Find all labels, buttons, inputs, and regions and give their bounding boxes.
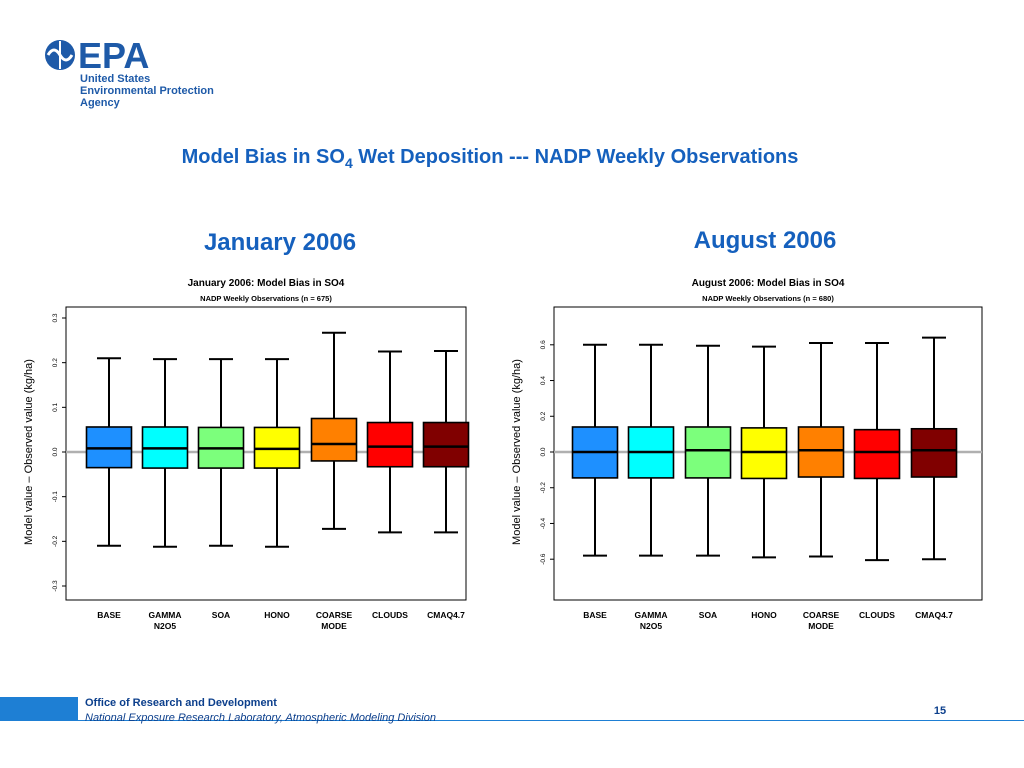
plot-frame — [553, 306, 983, 601]
y-tick-label: 0.4 — [540, 376, 547, 385]
category-label: HONO — [751, 610, 777, 620]
agency-line: Environmental Protection — [80, 85, 214, 97]
box-4 — [310, 417, 358, 462]
category-label: COARSE — [803, 610, 840, 620]
panel-title-january: January 2006 — [203, 229, 357, 256]
category-label: GAMMA — [634, 610, 667, 620]
epa-flower-icon — [45, 40, 75, 70]
panel-title-august: August 2006 — [693, 227, 837, 254]
category-label: BASE — [97, 610, 121, 620]
category-label: CLOUDS — [859, 610, 895, 620]
category-label: N2O5 — [154, 621, 176, 631]
category-label: N2O5 — [640, 621, 662, 631]
category-label: CLOUDS — [372, 610, 408, 620]
category-label: CMAQ4.7 — [915, 610, 953, 620]
footer-accent-bar — [0, 697, 78, 721]
category-label: GAMMA — [148, 610, 181, 620]
agency-line: United States — [80, 73, 151, 85]
y-tick-label: -0.4 — [540, 517, 547, 529]
y-tick-label: 0.0 — [540, 447, 547, 456]
box-5 — [853, 428, 901, 480]
y-tick-label: -0.1 — [52, 491, 59, 503]
epa-logo: EPA — [45, 35, 149, 75]
footer-office: Office of Research and Development — [85, 697, 277, 709]
slide-title-subscript: 4 — [344, 155, 353, 171]
box-6 — [422, 421, 470, 468]
chart-subtitle: NADP Weekly Observations (n = 680) — [702, 294, 834, 303]
footer-divider — [78, 720, 1024, 721]
category-label: SOA — [212, 610, 230, 620]
y-tick-label: -0.2 — [52, 535, 59, 547]
category-label: MODE — [808, 621, 834, 631]
january-boxplot-chart: January 2006: Model Bias in SO4 NADP Week… — [23, 278, 470, 631]
y-tick-label: -0.3 — [52, 580, 59, 592]
box-2 — [684, 426, 732, 479]
chart-title: August 2006: Model Bias in SO4 — [692, 278, 845, 289]
y-tick-label: 0.3 — [52, 313, 59, 322]
chart-title: January 2006: Model Bias in SO4 — [188, 278, 345, 289]
y-axis-label: Model value – Observed value (kg/ha) — [23, 359, 35, 545]
slide-title-main: Model Bias in SO — [181, 146, 345, 168]
y-tick-label: 0.1 — [52, 402, 59, 411]
chart-subtitle: NADP Weekly Observations (n = 675) — [200, 294, 332, 303]
category-label: HONO — [264, 610, 290, 620]
epa-wordmark: EPA — [78, 35, 149, 75]
y-tick-label: -0.6 — [540, 553, 547, 565]
category-label: CMAQ4.7 — [427, 610, 465, 620]
category-label: COARSE — [316, 610, 353, 620]
slide-title-rest: Wet Deposition --- NADP Weekly Observati… — [352, 146, 799, 168]
box-4 — [797, 426, 845, 478]
box-6 — [910, 427, 958, 478]
category-label: BASE — [583, 610, 607, 620]
august-boxplot-chart: August 2006: Model Bias in SO4 NADP Weekl… — [511, 278, 983, 631]
agency-name: United States Environmental Protection A… — [80, 73, 214, 109]
footer-lab: National Exposure Research Laboratory, A… — [85, 712, 436, 724]
y-tick-label: 0.6 — [540, 340, 547, 349]
category-label: SOA — [699, 610, 717, 620]
y-tick-label: -0.2 — [540, 482, 547, 494]
agency-line: Agency — [80, 97, 120, 109]
slide-title: Model Bias in SO4 Wet Deposition --- NAD… — [0, 146, 980, 171]
y-axis-label: Model value – Observed value (kg/ha) — [511, 359, 523, 545]
y-tick-label: 0.2 — [540, 411, 547, 420]
category-label: MODE — [321, 621, 347, 631]
y-tick-label: 0.0 — [52, 447, 59, 456]
page-number: 15 — [933, 705, 947, 717]
box-5 — [366, 421, 414, 468]
y-tick-label: 0.2 — [52, 358, 59, 367]
